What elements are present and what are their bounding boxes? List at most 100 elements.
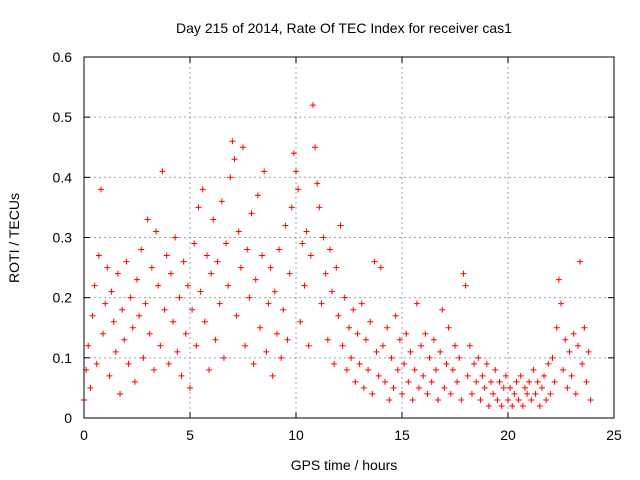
data-point xyxy=(299,240,306,247)
data-point xyxy=(521,384,528,391)
data-point xyxy=(572,390,579,397)
data-point xyxy=(420,372,427,379)
data-point xyxy=(229,138,236,145)
data-point xyxy=(248,210,255,217)
data-point xyxy=(449,366,456,373)
data-point xyxy=(91,282,98,289)
data-point xyxy=(233,312,240,319)
data-point xyxy=(536,402,543,409)
grid-lines xyxy=(84,57,614,418)
data-point xyxy=(303,228,310,235)
data-point xyxy=(174,348,181,355)
data-point xyxy=(447,390,454,397)
data-point xyxy=(193,342,200,349)
data-point xyxy=(148,264,155,271)
data-point xyxy=(333,264,340,271)
data-point xyxy=(553,324,560,331)
data-point xyxy=(475,354,482,361)
data-point xyxy=(252,276,259,283)
data-point xyxy=(413,300,420,307)
data-point xyxy=(343,366,350,373)
data-point xyxy=(191,240,198,247)
data-point xyxy=(583,378,590,385)
data-point xyxy=(159,168,166,175)
data-point xyxy=(547,390,554,397)
data-point xyxy=(452,342,458,349)
data-point xyxy=(498,402,505,409)
data-point xyxy=(415,384,422,391)
y-axis-label: ROTI / TECUs xyxy=(6,193,22,283)
data-point xyxy=(263,348,270,355)
data-point xyxy=(543,396,550,403)
data-point xyxy=(146,330,153,337)
data-point xyxy=(384,324,391,331)
data-point xyxy=(360,384,367,391)
data-point xyxy=(114,270,121,277)
data-point xyxy=(358,300,365,307)
y-tick-label: 0.2 xyxy=(53,290,73,306)
data-point xyxy=(375,372,382,379)
y-tick-label: 0.5 xyxy=(53,109,73,125)
y-tick-label: 0.3 xyxy=(53,230,73,246)
data-point xyxy=(369,390,376,397)
data-point xyxy=(305,342,312,349)
data-point xyxy=(390,384,397,391)
data-point xyxy=(394,366,401,373)
data-point xyxy=(167,270,174,277)
data-point xyxy=(443,360,450,367)
data-point xyxy=(519,402,526,409)
data-point xyxy=(87,384,94,391)
data-point xyxy=(555,276,562,283)
data-point xyxy=(269,372,276,379)
data-point xyxy=(541,372,548,379)
data-point xyxy=(240,144,246,151)
data-point xyxy=(290,150,297,157)
data-point xyxy=(566,348,573,355)
data-point xyxy=(407,348,414,355)
data-point xyxy=(125,360,132,367)
data-point xyxy=(399,390,405,397)
data-point xyxy=(256,324,263,331)
data-point xyxy=(505,396,511,403)
data-point xyxy=(471,360,478,367)
data-point xyxy=(142,300,149,307)
data-point xyxy=(182,330,189,337)
data-point xyxy=(150,366,157,373)
y-tick-label: 0.1 xyxy=(53,350,73,366)
data-point xyxy=(189,306,196,313)
data-point xyxy=(93,360,100,367)
data-point xyxy=(331,360,338,367)
data-point xyxy=(203,252,210,259)
data-point xyxy=(494,396,501,403)
data-point xyxy=(178,372,185,379)
data-point xyxy=(218,198,225,205)
data-point xyxy=(428,378,435,385)
data-point xyxy=(570,330,577,337)
data-point xyxy=(201,318,208,325)
data-point xyxy=(121,336,128,343)
data-point xyxy=(411,366,418,373)
data-point xyxy=(432,366,439,373)
data-point xyxy=(127,294,134,301)
data-point xyxy=(307,252,314,259)
data-point xyxy=(326,246,333,253)
data-point xyxy=(354,330,361,337)
data-point xyxy=(341,294,348,301)
data-point xyxy=(534,378,541,385)
data-point xyxy=(95,252,102,259)
data-point xyxy=(356,360,363,367)
data-point xyxy=(382,378,389,385)
data-point xyxy=(496,378,503,385)
data-point xyxy=(545,360,552,367)
data-point xyxy=(231,156,238,163)
data-point xyxy=(155,282,162,289)
data-point xyxy=(562,336,569,343)
data-point xyxy=(227,174,234,181)
data-point xyxy=(418,342,425,349)
data-point xyxy=(362,336,369,343)
data-point xyxy=(403,330,410,337)
data-point xyxy=(250,360,257,367)
data-point xyxy=(479,372,486,379)
data-point xyxy=(134,276,140,283)
data-point xyxy=(267,264,274,271)
